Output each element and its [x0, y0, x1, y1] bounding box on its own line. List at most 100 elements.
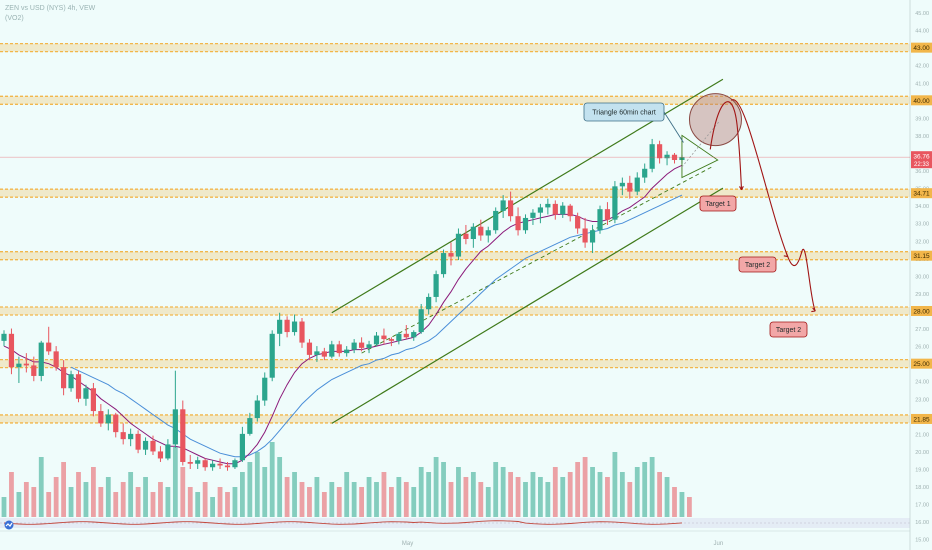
time-tick-label: May — [402, 541, 413, 547]
target-2a-label: Target 2 — [738, 256, 777, 273]
volume-bar — [470, 472, 476, 517]
candle — [418, 303, 424, 334]
target-1-label-box — [699, 195, 737, 212]
candle-body — [619, 182, 625, 187]
candle-body — [418, 309, 424, 333]
candle-body — [321, 351, 327, 357]
candle-body — [388, 339, 394, 341]
support-resistance-levels — [0, 42, 910, 424]
breakout-dotted — [681, 121, 720, 168]
candle-body — [217, 463, 223, 466]
volume-bar — [254, 452, 260, 517]
price-tick-label: 39.00 — [915, 116, 929, 122]
candle-body — [31, 365, 37, 376]
level-price-label: 40.00 — [913, 98, 930, 105]
candle-body — [366, 344, 372, 348]
volume-bar — [143, 477, 148, 517]
volume-bar — [448, 482, 454, 517]
channel-line-1 — [331, 187, 724, 424]
candle — [75, 370, 82, 403]
level-price-tag — [911, 95, 932, 106]
candle-body — [560, 205, 566, 215]
volume-bar — [180, 467, 186, 517]
candle-body — [657, 144, 663, 159]
candle — [254, 395, 260, 422]
volume-bar — [269, 442, 275, 517]
level-price-tag — [911, 250, 932, 261]
volume-bar — [530, 472, 536, 517]
level-band-4 — [0, 306, 910, 315]
candle — [440, 249, 447, 278]
candle-body — [247, 418, 253, 434]
level-band-5 — [0, 359, 910, 368]
candle-body — [604, 209, 611, 220]
current-price-label: 36.76 — [913, 153, 930, 160]
price-tick-label: 24.00 — [915, 380, 929, 386]
candle-body — [180, 409, 186, 462]
candle-body — [493, 210, 499, 231]
volume-bar — [463, 477, 469, 517]
candle-body — [105, 414, 111, 424]
indicator-line: (VO2) — [5, 15, 24, 22]
candle-body — [530, 212, 536, 218]
volume-bar — [336, 487, 342, 517]
candle — [210, 460, 216, 471]
volume-bar — [172, 447, 178, 517]
candle-body — [642, 168, 648, 178]
volume-bar — [426, 472, 432, 517]
volume-bar — [150, 492, 156, 517]
tradingview-logo-icon[interactable] — [2, 520, 16, 530]
candle-body — [113, 414, 119, 433]
price-tick-label: 26.00 — [915, 345, 929, 351]
candle-body — [515, 216, 521, 231]
candle — [388, 337, 394, 347]
candle — [120, 423, 126, 445]
volume-bar — [314, 477, 320, 517]
candle-body — [336, 344, 342, 354]
candle-body — [612, 186, 618, 220]
candle-body — [262, 377, 268, 401]
candle-body — [359, 342, 365, 348]
volume-bar — [664, 477, 670, 517]
candle — [150, 435, 156, 455]
level-price-label: 25.00 — [913, 361, 930, 368]
candle-body — [128, 433, 134, 440]
candle — [291, 314, 298, 336]
candle — [31, 356, 37, 382]
volume-bar — [582, 457, 588, 517]
volume-bar — [389, 487, 394, 517]
candle-body — [478, 226, 484, 236]
volume-bar — [76, 472, 81, 517]
volume-bar — [202, 482, 208, 517]
volume-bar — [605, 477, 610, 517]
candle — [23, 353, 29, 373]
candle-body — [23, 363, 29, 366]
target-1-label-text: Target 1 — [705, 201, 730, 208]
candle-body — [582, 228, 588, 243]
candle-body — [38, 342, 44, 376]
candle — [180, 400, 186, 466]
candle-body — [411, 332, 417, 338]
candle-body — [344, 349, 350, 354]
volume-bar — [679, 492, 685, 517]
candle-body — [172, 409, 178, 445]
volume-bar — [567, 472, 573, 517]
volume-bar — [515, 477, 521, 517]
price-tick-label: 42.00 — [915, 64, 929, 70]
candle — [90, 382, 96, 417]
candle — [575, 212, 581, 234]
candle-body — [210, 463, 216, 468]
candle-body — [448, 253, 454, 257]
candle — [560, 202, 566, 218]
price-tick-label: 32.00 — [915, 239, 929, 245]
price-tick-label: 41.00 — [915, 81, 929, 87]
volume-bar — [575, 462, 581, 517]
candle-body — [567, 205, 573, 217]
price-tick-label: 23.00 — [915, 397, 929, 403]
candle-body — [306, 342, 313, 355]
triangle-callout: Triangle 60min chart — [583, 102, 684, 143]
candle — [515, 207, 521, 236]
price-tick-label: 29.00 — [915, 292, 929, 298]
candle-body — [16, 363, 22, 368]
